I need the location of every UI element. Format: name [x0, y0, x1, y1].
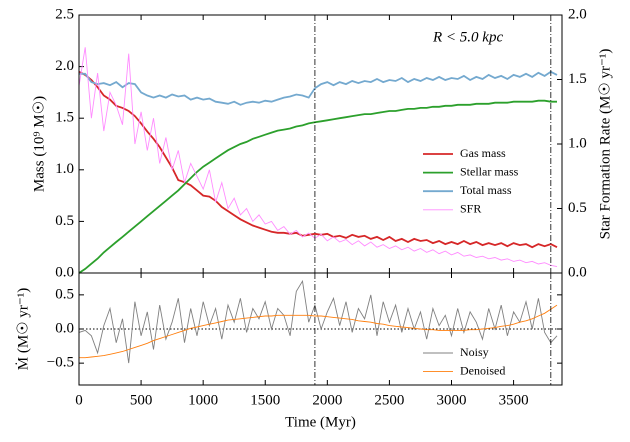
y2-tick-label: 1.5	[568, 71, 587, 87]
y2-tick-label: 0.0	[568, 264, 587, 280]
y-tick-label: 2.0	[55, 58, 74, 74]
y-tick-label: 0.0	[55, 320, 74, 336]
legend-label: Denoised	[460, 363, 505, 377]
x-tick-label: 3000	[436, 392, 466, 408]
annotation: R < 5.0 kpc	[432, 29, 503, 45]
y-tick-label: 1.5	[55, 110, 74, 126]
y-axis-label: Mass (10⁹ M☉)	[31, 96, 47, 192]
x-tick-label: 2500	[374, 392, 404, 408]
series-line	[79, 70, 558, 106]
series-line	[78, 70, 558, 249]
y2-tick-label: 0.5	[568, 200, 587, 216]
y-tick-label: 0.5	[55, 286, 74, 302]
series-line	[79, 304, 558, 359]
x-tick-label: 1500	[250, 392, 280, 408]
x-tick-label: 2000	[312, 392, 342, 408]
series-line	[78, 47, 558, 268]
axes-frame	[78, 272, 563, 386]
y-axis-label: Ṁ (M☉ yr⁻¹)	[15, 288, 31, 371]
y2-axis-label: Star Formation Rate (M☉ yr⁻¹)	[597, 49, 613, 240]
y-tick-label: 1.0	[55, 161, 74, 177]
legend-label: SFR	[460, 202, 481, 216]
x-tick-label: 1000	[188, 392, 218, 408]
y-tick-label: 0.5	[55, 213, 74, 229]
legend-label: Gas mass	[460, 146, 506, 160]
y-tick-label: −0.5	[47, 355, 74, 371]
x-tick-label: 0	[75, 392, 83, 408]
series-line	[78, 279, 558, 364]
x-tick-label: 500	[130, 392, 153, 408]
series-line	[78, 99, 557, 274]
y-tick-label: 2.5	[55, 6, 74, 22]
legend-label: Stellar mass	[460, 164, 519, 178]
y2-tick-label: 1.0	[568, 135, 587, 151]
y-tick-label: 0.0	[55, 264, 74, 280]
x-tick-label: 3500	[499, 392, 529, 408]
x-axis-label: Time (Myr)	[285, 414, 356, 430]
legend-label: Total mass	[460, 183, 512, 197]
legend-label: Noisy	[460, 345, 489, 359]
y2-tick-label: 2.0	[568, 6, 587, 22]
